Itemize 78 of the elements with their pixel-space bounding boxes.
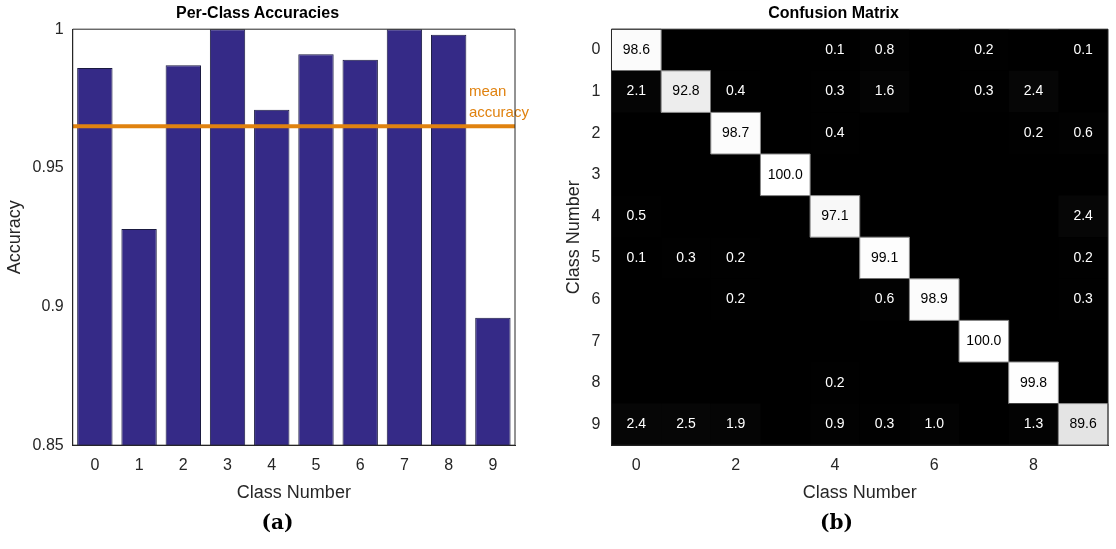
y-tick-label: 4 bbox=[591, 206, 601, 224]
y-tick-label: 0 bbox=[591, 40, 601, 58]
data-label: 0.3 bbox=[874, 415, 895, 432]
x-tick-label: 0 bbox=[90, 456, 100, 474]
data-label: 98.9 bbox=[920, 290, 949, 307]
data-label: 98.7 bbox=[722, 124, 750, 141]
data-label: 0.6 bbox=[874, 290, 895, 307]
data-label: 1.6 bbox=[874, 82, 895, 99]
data-label: 0.2 bbox=[725, 248, 746, 265]
x-tick-label: 2 bbox=[731, 456, 741, 474]
x-tick-label: 7 bbox=[399, 456, 409, 474]
text: (b) bbox=[820, 510, 853, 534]
chart-title: Confusion Matrix bbox=[768, 4, 899, 22]
ref-line-label: mean accuracy bbox=[468, 81, 530, 120]
x-tick-label: 5 bbox=[311, 456, 321, 474]
data-label: 92.8 bbox=[672, 82, 700, 99]
x-axis-title: Class Number bbox=[802, 482, 917, 503]
x-tick-label: 4 bbox=[267, 456, 277, 474]
data-label: 1.9 bbox=[725, 415, 746, 432]
x-tick-label: 6 bbox=[929, 456, 939, 474]
x-tick-label: 3 bbox=[223, 456, 233, 474]
data-label: 1.0 bbox=[924, 415, 945, 432]
text: (a) bbox=[261, 510, 294, 534]
data-label: 1.3 bbox=[1023, 415, 1044, 432]
x-tick-label: 2 bbox=[178, 456, 188, 474]
y-tick-label: 6 bbox=[591, 290, 601, 308]
y-tick-label: 0.9 bbox=[41, 296, 64, 314]
x-tick-label: 1 bbox=[134, 456, 144, 474]
data-label: 0.3 bbox=[1073, 290, 1094, 307]
data-label: 0.5 bbox=[626, 207, 647, 224]
data-label: 100.0 bbox=[966, 332, 1002, 349]
y-tick-label: 3 bbox=[591, 165, 601, 183]
y-tick-label: 1 bbox=[54, 19, 64, 37]
y-tick-label: 5 bbox=[591, 248, 601, 266]
y-axis-title: Accuracy bbox=[3, 200, 24, 275]
data-label: 0.2 bbox=[1023, 124, 1044, 141]
data-label: 100.0 bbox=[767, 165, 803, 182]
data-label: 0.1 bbox=[626, 248, 647, 265]
data-label: 2.5 bbox=[676, 415, 696, 432]
data-label: 0.8 bbox=[874, 40, 895, 57]
y-tick-label: 7 bbox=[591, 331, 601, 349]
data-label: 0.3 bbox=[676, 248, 696, 265]
data-label: 97.1 bbox=[821, 207, 849, 224]
x-tick-label: 8 bbox=[444, 456, 454, 474]
x-tick-label: 0 bbox=[631, 456, 641, 474]
data-label: 0.6 bbox=[1073, 124, 1094, 141]
data-label: 89.6 bbox=[1069, 415, 1098, 432]
data-label: 0.1 bbox=[1073, 40, 1094, 57]
y-tick-label: 1 bbox=[591, 82, 601, 100]
data-label: 2.4 bbox=[1023, 82, 1044, 99]
data-label: 2.4 bbox=[1073, 207, 1094, 224]
data-label: 0.2 bbox=[974, 40, 994, 57]
data-label: 0.2 bbox=[725, 290, 746, 307]
data-label: 2.1 bbox=[626, 82, 647, 99]
y-tick-label: 0.85 bbox=[32, 435, 64, 453]
data-label: 98.6 bbox=[622, 40, 651, 57]
x-tick-label: 9 bbox=[488, 456, 498, 474]
data-label: 0.9 bbox=[825, 415, 845, 432]
y-tick-label: 8 bbox=[591, 373, 601, 391]
data-label: 0.4 bbox=[825, 124, 845, 141]
y-axis-title: Class Number bbox=[562, 180, 583, 295]
data-label: 0.2 bbox=[1073, 248, 1094, 265]
data-label: 99.8 bbox=[1019, 373, 1048, 390]
x-tick-label: 4 bbox=[830, 456, 840, 474]
data-label: 99.1 bbox=[870, 248, 899, 265]
data-label: 0.4 bbox=[725, 82, 746, 99]
y-tick-label: 2 bbox=[591, 123, 601, 141]
y-tick-label: 9 bbox=[591, 414, 601, 432]
x-tick-label: 8 bbox=[1029, 456, 1039, 474]
x-axis-title: Class Number bbox=[236, 482, 351, 503]
data-label: 0.2 bbox=[825, 373, 845, 390]
y-tick-label: 0.95 bbox=[32, 158, 64, 176]
data-label: 2.4 bbox=[626, 415, 647, 432]
data-label: 0.1 bbox=[825, 40, 845, 57]
x-tick-label: 6 bbox=[355, 456, 365, 474]
data-label: 0.3 bbox=[825, 82, 845, 99]
chart-title: Per-Class Accuracies bbox=[175, 4, 340, 22]
data-label: 0.3 bbox=[974, 82, 994, 99]
